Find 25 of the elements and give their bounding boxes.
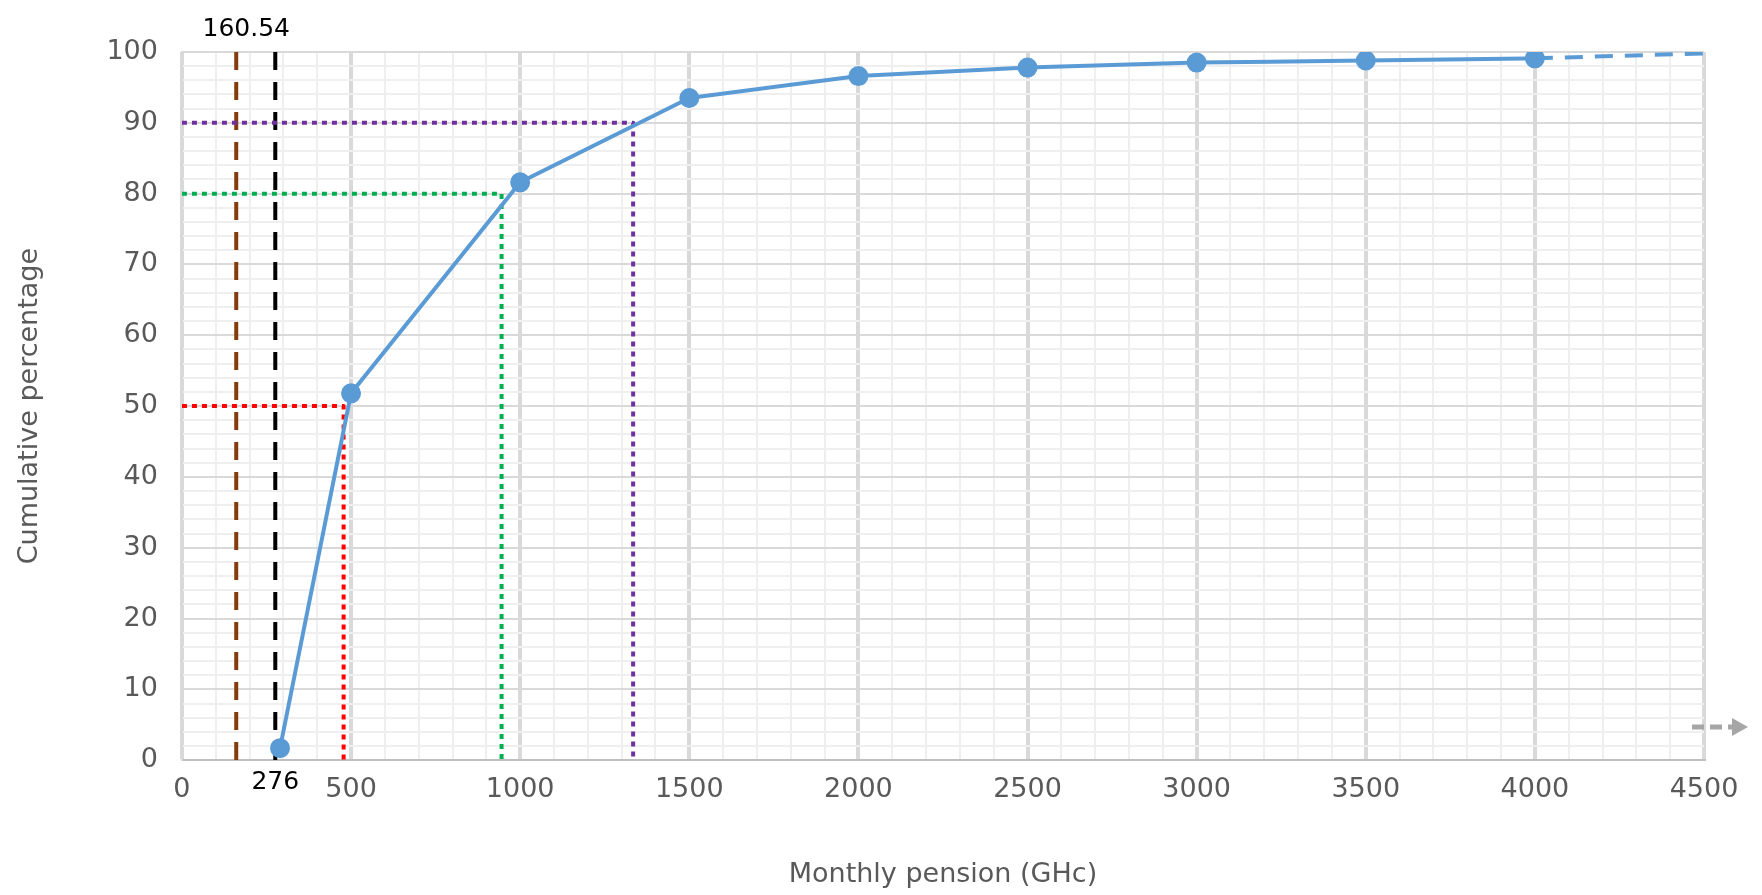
x-tick-label: 2000 (824, 772, 893, 804)
y-tick-label: 100 (106, 34, 158, 66)
y-tick-label: 80 (123, 175, 158, 207)
x-tick-label: 3500 (1331, 772, 1401, 804)
x-tick-label: 3000 (1162, 772, 1231, 804)
y-tick-label: 90 (123, 104, 158, 136)
y-tick-label: 20 (123, 600, 158, 632)
x-tick-label: 2500 (993, 772, 1062, 804)
x-tick-label: 1500 (654, 772, 724, 804)
x-tick-label: 0 (173, 772, 191, 804)
y-tick-label: 30 (123, 529, 158, 561)
ref-line-label: 160.54 (202, 13, 290, 42)
x-tick-label: 4000 (1500, 772, 1570, 804)
y-axis-title: Cumulative percentage (12, 247, 44, 565)
x-tick-label: 4500 (1669, 772, 1739, 804)
y-tick-label: 70 (123, 246, 158, 278)
y-tick-label: 0 (140, 742, 158, 774)
x-axis-title: Monthly pension (GHc) (788, 856, 1098, 888)
y-tick-label: 60 (123, 317, 158, 349)
y-tick-label: 40 (123, 458, 158, 490)
ref-line-label: 276 (251, 766, 300, 796)
y-tick-label: 10 (123, 671, 158, 703)
y-tick-label: 50 (123, 388, 158, 420)
x-tick-label: 1000 (485, 772, 555, 804)
x-tick-label: 500 (325, 772, 377, 804)
